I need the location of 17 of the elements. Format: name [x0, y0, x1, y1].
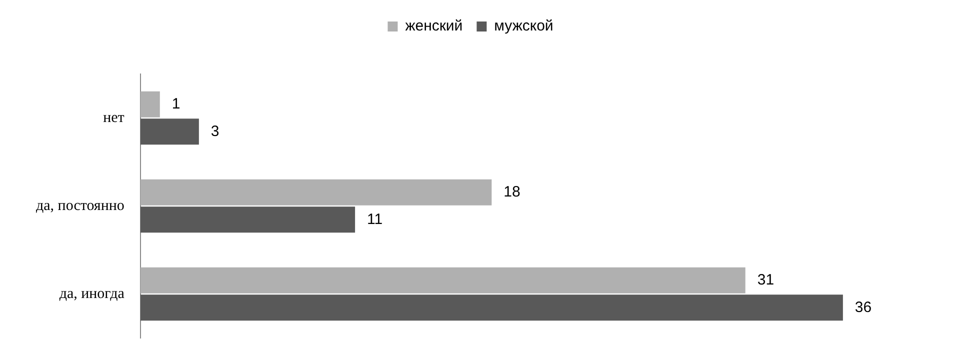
bar: [140, 91, 160, 118]
data-label: 3: [210, 122, 220, 140]
bar: [140, 267, 746, 294]
data-label: 36: [854, 298, 872, 316]
y-tick-label: нет: [103, 110, 125, 126]
y-tick-label: да, постоянно: [36, 198, 124, 214]
bar: [140, 179, 492, 206]
bar: [140, 294, 843, 321]
y-tick-label: да, иногда: [59, 286, 125, 302]
bar: [140, 206, 356, 233]
legend-label: мужской: [494, 18, 554, 35]
data-label: 18: [504, 184, 520, 200]
bar: [140, 118, 199, 145]
data-label: 11: [367, 210, 383, 228]
data-label: 31: [757, 272, 774, 288]
legend-label: женский: [405, 18, 463, 35]
data-label: 1: [172, 96, 180, 112]
